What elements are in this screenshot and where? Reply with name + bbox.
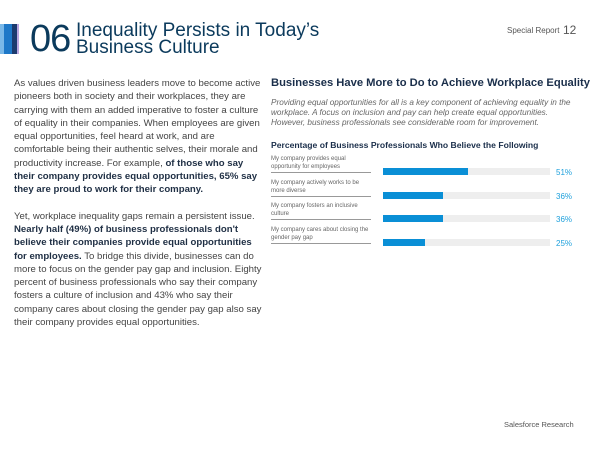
bar-track: [383, 191, 550, 199]
decor-bar-light: [0, 24, 4, 54]
footer-source: Salesforce Research: [504, 420, 574, 429]
bar: [383, 238, 425, 246]
decor-bar-navy: [12, 24, 17, 54]
section-heading: Businesses Have More to Do to Achieve Wo…: [271, 77, 590, 89]
p1-text: As values driven business leaders move t…: [14, 78, 261, 169]
bar: [383, 168, 469, 175]
chart-row: My company provides equal opportunity fo…: [271, 155, 581, 185]
category-label: My company fosters an inclusive culture: [271, 202, 371, 220]
p2-text-b: To bridge this divide, businesses can do…: [14, 250, 262, 329]
body-text: As values driven business leaders move t…: [14, 77, 264, 329]
page-title: Inequality Persists in Today’s Business C…: [76, 20, 320, 58]
value-label: 36%: [556, 215, 573, 224]
bar: [383, 191, 444, 199]
category-label: My company provides equal opportunity fo…: [271, 155, 371, 173]
bar-track: [383, 168, 550, 175]
chart-row: My company cares about closing the gende…: [271, 226, 581, 256]
bar-track: [383, 215, 550, 222]
category-label: My company actively works to be more div…: [271, 179, 371, 197]
title-line-1: Inequality Persists in Today’s: [76, 20, 320, 41]
p2-bold: Nearly half (49%) of business profession…: [14, 223, 252, 262]
page-number: 12: [563, 23, 577, 37]
value-label: 51%: [556, 168, 573, 177]
intro-text: Providing equal opportunities for all is…: [271, 98, 571, 127]
bar-track: [383, 238, 550, 246]
decor-bar-violet: [17, 24, 19, 54]
chart-row: My company actively works to be more div…: [271, 179, 581, 209]
p2-text-a: Yet, workplace inequality gaps remain a …: [14, 210, 255, 222]
bar: [383, 215, 444, 222]
value-label: 25%: [556, 238, 573, 248]
section-number: 06: [30, 18, 71, 60]
chart-title: Percentage of Business Professionals Who…: [271, 140, 539, 150]
category-label: My company cares about closing the gende…: [271, 226, 371, 244]
section-label: Special Report: [507, 26, 560, 35]
value-label: 36%: [556, 191, 573, 201]
p1-bold: of those who say their company provides …: [14, 157, 258, 196]
title-line-2: Business Culture: [76, 37, 220, 58]
chart-row: My company fosters an inclusive culture …: [271, 202, 581, 232]
decor-bar-blue: [4, 24, 12, 54]
